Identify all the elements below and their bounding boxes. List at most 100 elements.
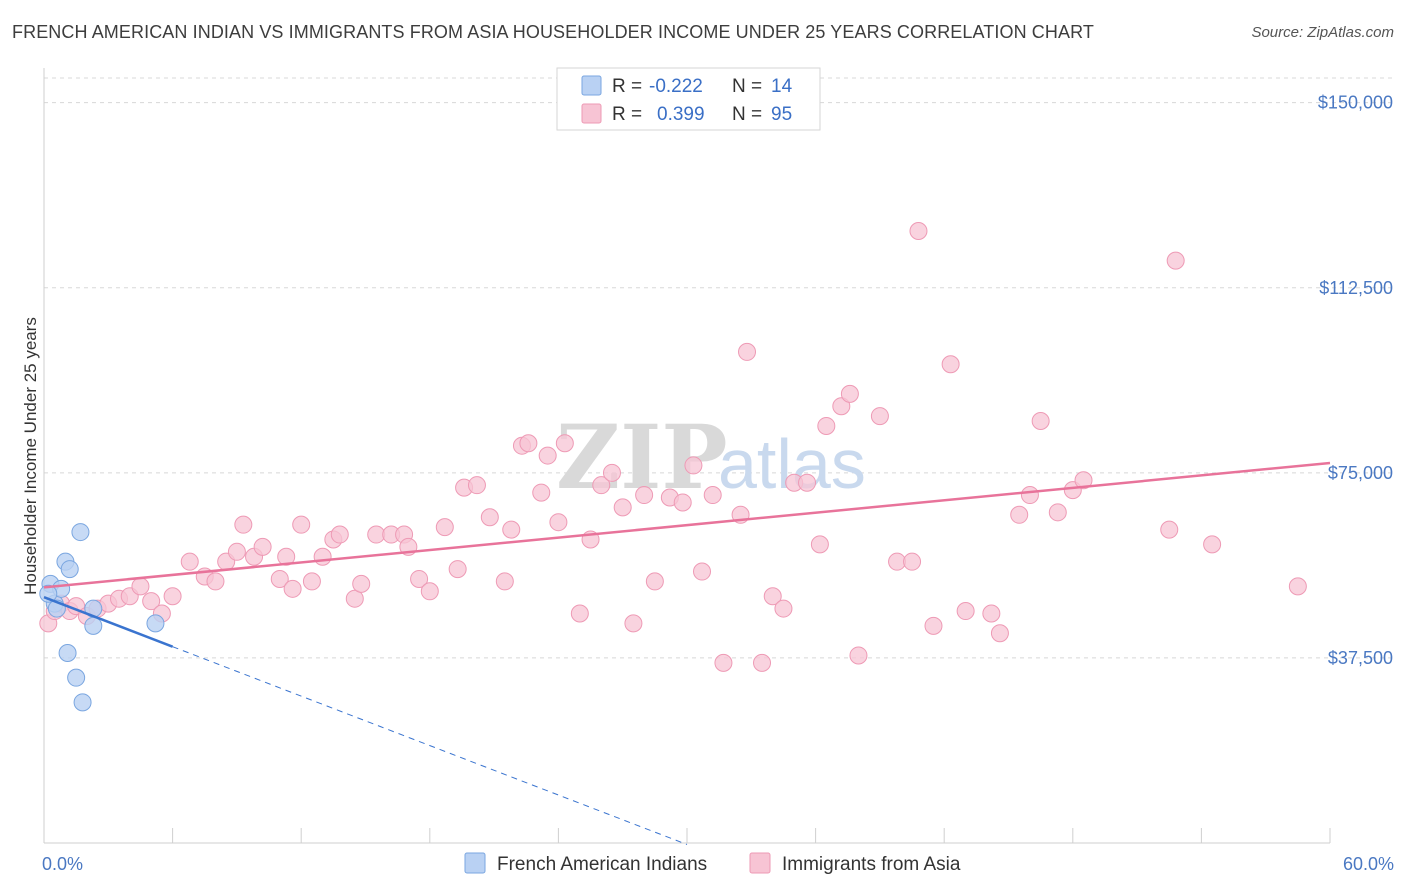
y-tick-labels: $37,500 $75,000 $112,500 $150,000 (1318, 93, 1393, 668)
x-tick-label-min: 0.0% (42, 854, 83, 874)
point-immigrants-from-asia (131, 577, 150, 596)
legend-swatch-blue (581, 75, 602, 96)
point-immigrants-from-asia (1160, 520, 1179, 539)
trend-line-immigrants-from-asia (43, 461, 1331, 589)
point-french-american-indians (60, 560, 79, 579)
y-axis-label: Householder Income Under 25 years (21, 317, 40, 595)
legend-n-value-1: 14 (771, 76, 793, 97)
axes (43, 68, 1331, 844)
point-immigrants-from-asia (532, 483, 551, 502)
x-tick-labels: 0.0% 60.0% (42, 854, 1394, 874)
point-french-american-indians (73, 693, 92, 712)
point-immigrants-from-asia (903, 552, 922, 571)
series-legend-swatch-pink (749, 852, 771, 874)
trend-line-french-american-indians-extrapolated (172, 646, 688, 845)
point-immigrants-from-asia (292, 515, 311, 534)
point-immigrants-from-asia (367, 525, 386, 544)
point-immigrants-from-asia (849, 646, 868, 665)
point-immigrants-from-asia (549, 513, 568, 532)
point-immigrants-from-asia (635, 486, 654, 505)
point-immigrants-from-asia (1074, 471, 1093, 490)
point-immigrants-from-asia (592, 476, 611, 495)
point-immigrants-from-asia (763, 587, 782, 606)
legend-r-value-2: 0.399 (657, 104, 705, 125)
point-immigrants-from-asia (253, 537, 272, 556)
legend-swatch-pink (581, 103, 602, 124)
point-immigrants-from-asia (703, 486, 722, 505)
legend-n-label-2: N = (732, 104, 762, 125)
series-legend-label-2: Immigrants from Asia (782, 854, 961, 875)
point-immigrants-from-asia (888, 552, 907, 571)
point-immigrants-from-asia (810, 535, 829, 554)
point-immigrants-from-asia (330, 525, 349, 544)
legend-r-label-1: R = (612, 76, 642, 97)
y-tick-label: $37,500 (1328, 648, 1393, 668)
point-immigrants-from-asia (448, 560, 467, 579)
correlation-legend: R = -0.222 N = 14 R = 0.399 N = 95 (556, 67, 821, 131)
legend-n-label-1: N = (732, 76, 762, 97)
chart-title: FRENCH AMERICAN INDIAN VS IMMIGRANTS FRO… (12, 22, 1094, 42)
point-immigrants-from-asia (924, 616, 943, 635)
point-immigrants-from-asia (1031, 412, 1050, 431)
y-tick-label: $112,500 (1319, 278, 1393, 298)
point-immigrants-from-asia (774, 599, 793, 618)
point-immigrants-from-asia (180, 552, 199, 571)
point-immigrants-from-asia (313, 547, 332, 566)
point-french-american-indians (84, 616, 103, 635)
point-immigrants-from-asia (420, 582, 439, 601)
point-immigrants-from-asia (234, 515, 253, 534)
series-immigrants-from-asia (39, 222, 1307, 672)
point-immigrants-from-asia (602, 463, 621, 482)
series-legend-label-1: French American Indians (497, 854, 707, 875)
point-immigrants-from-asia (1288, 577, 1307, 596)
y-tick-label: $75,000 (1328, 463, 1393, 483)
point-french-american-indians (146, 614, 165, 633)
point-french-american-indians (58, 643, 77, 662)
point-french-american-indians (67, 668, 86, 687)
point-immigrants-from-asia (1010, 505, 1029, 524)
series-legend: French American Indians Immigrants from … (464, 852, 961, 875)
point-immigrants-from-asia (982, 604, 1001, 623)
point-immigrants-from-asia (840, 384, 859, 403)
point-immigrants-from-asia (624, 614, 643, 633)
point-immigrants-from-asia (570, 604, 589, 623)
point-immigrants-from-asia (693, 562, 712, 581)
point-immigrants-from-asia (163, 587, 182, 606)
point-immigrants-from-asia (1166, 251, 1185, 270)
point-immigrants-from-asia (1020, 486, 1039, 505)
point-immigrants-from-asia (435, 518, 454, 537)
point-immigrants-from-asia (519, 434, 538, 453)
point-immigrants-from-asia (990, 624, 1009, 643)
point-immigrants-from-asia (302, 572, 321, 591)
point-immigrants-from-asia (555, 434, 574, 453)
point-immigrants-from-asia (714, 653, 733, 672)
point-immigrants-from-asia (495, 572, 514, 591)
x-tick-label-max: 60.0% (1343, 854, 1394, 874)
point-immigrants-from-asia (283, 579, 302, 598)
point-french-american-indians (71, 523, 90, 542)
point-immigrants-from-asia (956, 602, 975, 621)
legend-r-value-1: -0.222 (649, 76, 703, 97)
point-immigrants-from-asia (909, 222, 928, 240)
point-immigrants-from-asia (277, 547, 296, 566)
point-immigrants-from-asia (870, 407, 889, 426)
point-immigrants-from-asia (410, 569, 429, 588)
point-immigrants-from-asia (941, 355, 960, 374)
series-french-american-indians (39, 523, 165, 712)
point-immigrants-from-asia (352, 574, 371, 593)
trend-line-french-american-indians (43, 596, 174, 648)
point-immigrants-from-asia (480, 508, 499, 527)
trend-lines (43, 461, 1331, 845)
point-immigrants-from-asia (1203, 535, 1222, 554)
series-legend-swatch-blue (464, 852, 486, 874)
point-immigrants-from-asia (142, 592, 161, 611)
point-immigrants-from-asia (538, 446, 557, 465)
legend-r-label-2: R = (612, 104, 642, 125)
y-tick-label: $150,000 (1318, 93, 1393, 113)
point-immigrants-from-asia (345, 589, 364, 608)
point-immigrants-from-asia (673, 493, 692, 512)
grid-lines (44, 77, 1395, 659)
chart-source: Source: ZipAtlas.com (1251, 24, 1394, 41)
point-immigrants-from-asia (613, 498, 632, 517)
